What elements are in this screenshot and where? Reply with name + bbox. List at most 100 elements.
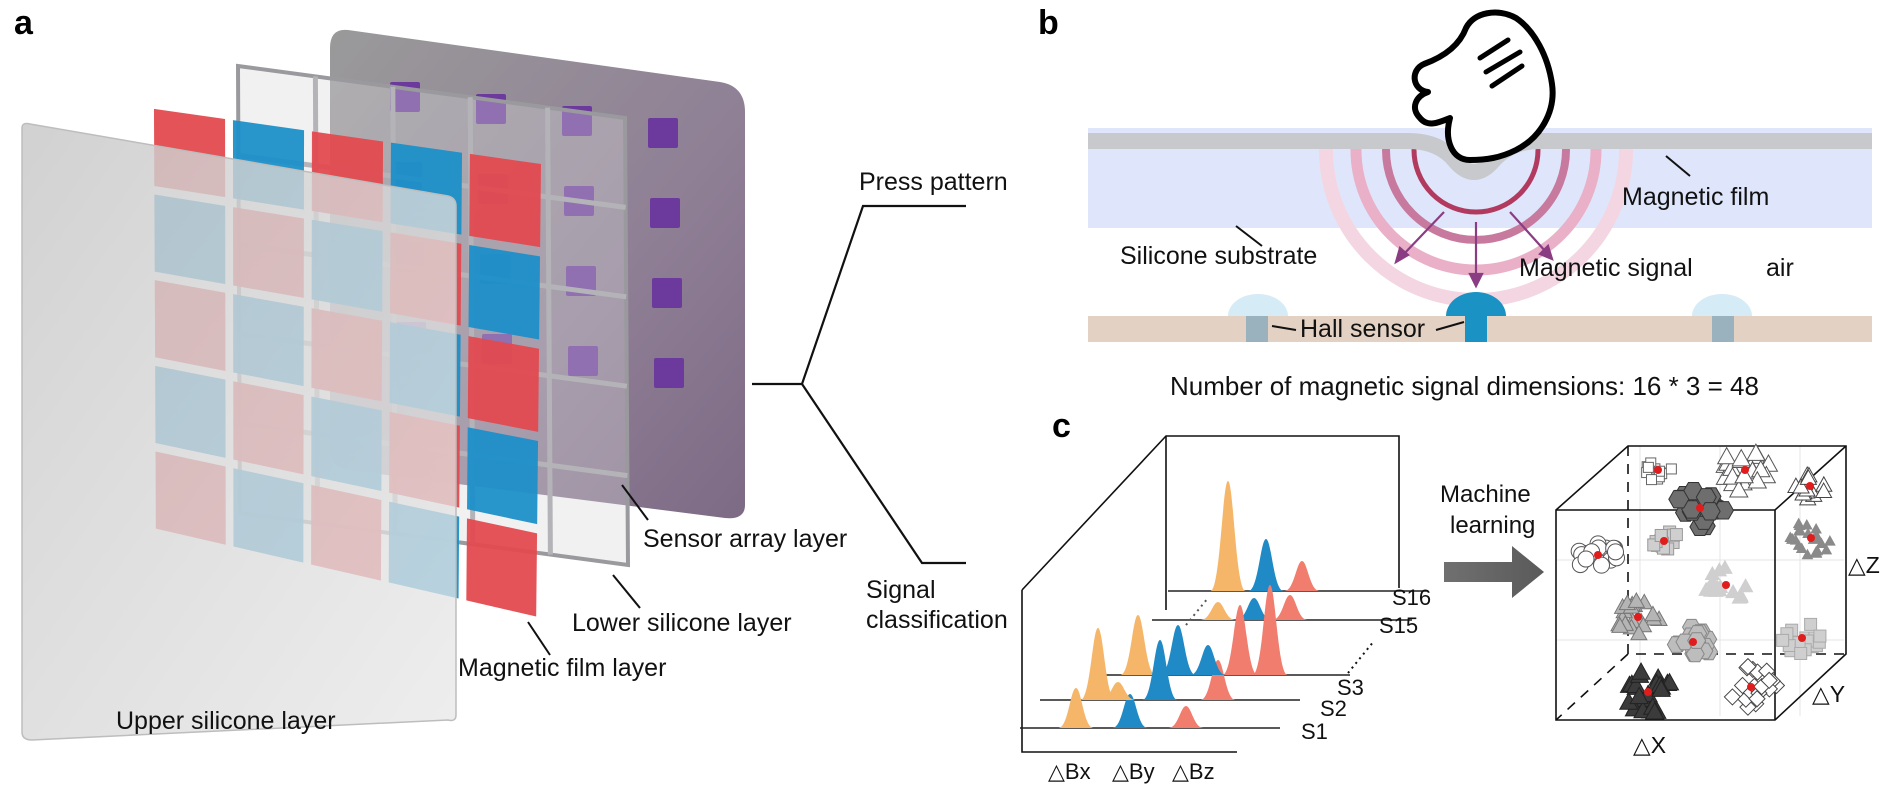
sensor-chip bbox=[652, 278, 682, 308]
panel-b: b bbox=[1038, 4, 1872, 401]
cluster-point bbox=[1776, 633, 1790, 647]
cluster-point bbox=[1644, 605, 1662, 622]
ml-label-line2: learning bbox=[1450, 512, 1535, 539]
cluster-point bbox=[1669, 528, 1683, 542]
branch-connector bbox=[752, 204, 966, 565]
cluster-centroid bbox=[1689, 638, 1697, 646]
panel-a: a Sensor array layer Lower silicone laye… bbox=[14, 4, 1008, 741]
cluster-point bbox=[1644, 701, 1665, 720]
cluster-point bbox=[1668, 490, 1690, 509]
cluster-point bbox=[1746, 443, 1766, 461]
hall-sensor-label: Hall sensor bbox=[1300, 315, 1425, 343]
cluster-cube bbox=[1555, 443, 1847, 721]
sensor-chip bbox=[568, 346, 598, 376]
signal-peak bbox=[1168, 706, 1204, 728]
cluster-point bbox=[1665, 463, 1677, 475]
cluster-point bbox=[1651, 679, 1671, 697]
sensor-chip bbox=[650, 198, 680, 228]
cluster-centroid bbox=[1741, 466, 1749, 474]
cluster-point bbox=[1631, 662, 1651, 680]
cluster-point bbox=[1607, 543, 1625, 561]
cluster-point bbox=[1804, 617, 1818, 631]
cluster-point bbox=[1786, 533, 1799, 544]
press-pattern-label: Press pattern bbox=[859, 168, 1008, 196]
signal-peak bbox=[1222, 605, 1258, 675]
hall-sensor-cap bbox=[1446, 292, 1506, 316]
magnetic-tile bbox=[469, 153, 542, 248]
magnetic-film-leader bbox=[527, 621, 551, 656]
signal-peak bbox=[1190, 645, 1226, 675]
signal-peak bbox=[1210, 481, 1246, 591]
sensor-array-leader bbox=[621, 484, 649, 521]
magnetic-film-label: Magnetic film layer bbox=[458, 654, 666, 682]
magnetic-tile bbox=[466, 518, 538, 617]
cluster-point bbox=[1698, 581, 1714, 596]
cluster-point bbox=[1794, 646, 1808, 660]
magnetic-signal-arrows bbox=[1394, 211, 1554, 289]
axis-label-z: △Z bbox=[1848, 552, 1880, 578]
lower-silicone-leader bbox=[612, 574, 641, 609]
sensor-chip bbox=[648, 118, 678, 148]
magnetic-tile bbox=[467, 336, 540, 432]
axis-label-x: △X bbox=[1633, 732, 1666, 758]
signal-peak bbox=[1248, 539, 1284, 591]
cluster-point bbox=[1711, 562, 1728, 577]
cluster-point bbox=[1627, 591, 1646, 608]
cluster-centroid bbox=[1644, 688, 1652, 696]
magnetic-tile bbox=[468, 245, 541, 340]
signal-peak bbox=[1080, 628, 1116, 700]
upper-silicone-label: Upper silicone layer bbox=[116, 707, 336, 735]
cluster-centroid bbox=[1594, 551, 1602, 559]
cluster-point bbox=[1611, 616, 1629, 633]
axis-label-bx: △Bx bbox=[1048, 759, 1091, 784]
magnetic-film-label-b: Magnetic film bbox=[1622, 183, 1769, 211]
row-label-s2: S2 bbox=[1320, 696, 1347, 721]
panel-b-leaders bbox=[1235, 155, 1691, 331]
silicone-substrate-label: Silicone substrate bbox=[1120, 242, 1317, 270]
cluster-point bbox=[1737, 578, 1754, 593]
hall-sensor-right bbox=[1712, 316, 1734, 342]
waterfall-plot bbox=[1020, 481, 1428, 729]
cluster-point bbox=[1810, 522, 1822, 534]
panel-c-letter: c bbox=[1052, 407, 1071, 445]
cluster-point bbox=[1795, 542, 1808, 553]
cluster-point bbox=[1824, 535, 1836, 546]
signal-peak bbox=[1200, 602, 1236, 620]
signal-peak bbox=[1284, 561, 1320, 591]
cluster-point bbox=[1725, 584, 1741, 599]
row-label-s16: S16 bbox=[1392, 585, 1431, 610]
signal-peak bbox=[1200, 660, 1236, 700]
cluster-point bbox=[1800, 518, 1813, 530]
signal-peak bbox=[1142, 640, 1178, 700]
cluster-point bbox=[1645, 474, 1657, 486]
cluster-point bbox=[1728, 479, 1749, 498]
cluster-point bbox=[1731, 448, 1752, 467]
hall-sensor-center bbox=[1465, 316, 1487, 342]
cluster-point bbox=[1814, 482, 1833, 498]
signal-peak bbox=[1058, 688, 1094, 728]
signal-peak bbox=[1120, 615, 1156, 675]
cube-hidden-edges bbox=[1555, 446, 1846, 721]
cluster-point bbox=[1748, 690, 1766, 708]
cluster-point bbox=[1723, 688, 1742, 706]
signal-peak bbox=[1236, 598, 1272, 620]
clusters bbox=[1570, 443, 1836, 720]
cluster-centroid bbox=[1807, 534, 1815, 542]
signal-peak bbox=[1160, 625, 1196, 675]
cluster-centroid bbox=[1747, 683, 1755, 691]
hall-sensors bbox=[1246, 292, 1734, 342]
row-label-s1: S1 bbox=[1301, 719, 1328, 744]
cluster-point bbox=[1577, 550, 1595, 568]
magnetic-tile bbox=[467, 427, 539, 525]
rows-ellipsis bbox=[1347, 640, 1375, 674]
cluster-point bbox=[1820, 543, 1833, 555]
cluster-centroid bbox=[1696, 504, 1704, 512]
cluster-point bbox=[1739, 657, 1757, 676]
row-label-s15: S15 bbox=[1379, 613, 1418, 638]
cluster-point bbox=[1801, 548, 1814, 560]
signal-label: Signal bbox=[866, 576, 936, 604]
classification-label: classification bbox=[866, 606, 1008, 634]
cluster-point bbox=[1733, 676, 1752, 695]
